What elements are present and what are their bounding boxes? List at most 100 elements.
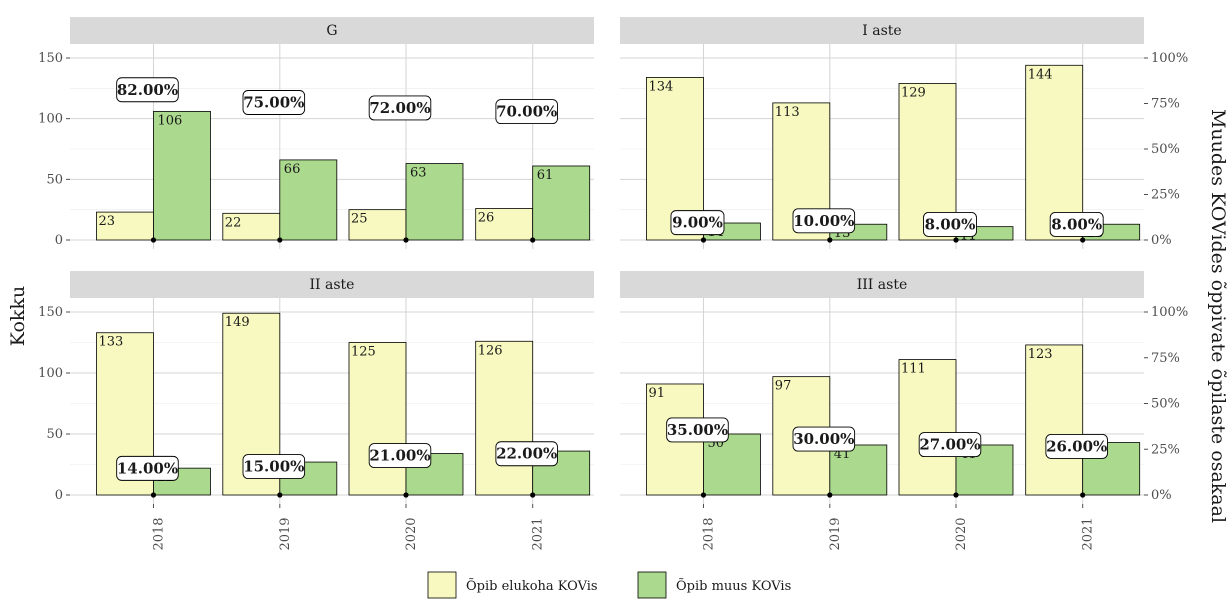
- share-point: [277, 492, 283, 498]
- bar-muus: [279, 159, 338, 241]
- share-label: 10.00%: [793, 212, 854, 230]
- facet-title: III aste: [857, 277, 907, 293]
- share-point: [953, 492, 959, 498]
- y-tick-label: 0: [55, 233, 63, 248]
- y-tick-label: 0: [55, 488, 63, 503]
- bar-value-label: 91: [648, 386, 665, 401]
- secondary-y-axis-title: Muudes KOVides õppivate õpilaste osakaal: [1207, 109, 1229, 523]
- share-label: 27.00%: [919, 436, 980, 454]
- x-tick-label: 2018: [151, 517, 166, 550]
- legend-label: Õpib muus KOVis: [676, 578, 791, 594]
- y2-tick-label: 75%: [1151, 97, 1180, 112]
- share-point: [827, 492, 833, 498]
- share-label-box: [495, 99, 558, 125]
- share-label: 26.00%: [1046, 437, 1107, 455]
- bar-value-label: 66: [284, 162, 301, 177]
- share-label: 8.00%: [925, 215, 976, 233]
- legend-label: Õpib elukoha KOVis: [466, 578, 598, 594]
- facet-panel: III aste0%25%50%75%100%915035.00%974130.…: [620, 271, 1188, 551]
- bar-value-label: 26: [478, 210, 495, 225]
- facet-title: G: [326, 23, 337, 39]
- share-label-box: [368, 443, 432, 469]
- bar-muus: [405, 163, 464, 241]
- facet-strip: [620, 271, 1144, 298]
- x-tick-label: 2019: [278, 517, 293, 550]
- y-tick-label: 50: [46, 172, 63, 187]
- y2-tick-label: 50%: [1151, 142, 1180, 157]
- panels: G 0 50 100 150 23 106 82.00% 22 66 75.00% 25 63 72.00…: [38, 17, 1188, 551]
- y2-tick-label: 0%: [1151, 488, 1172, 503]
- y-tick-label: 100: [38, 366, 63, 381]
- share-label: 72.00%: [369, 99, 430, 117]
- share-label: 21.00%: [369, 447, 430, 465]
- bar-value-label: 125: [351, 345, 376, 360]
- share-point: [530, 237, 536, 243]
- bar-value-label: 144: [1028, 67, 1053, 82]
- y2-tick-label: 100%: [1151, 305, 1188, 320]
- share-label: 82.00%: [117, 81, 178, 99]
- bar-value-label: 149: [225, 315, 250, 330]
- bar-elukoha: [1025, 64, 1084, 241]
- share-label-box: [923, 211, 977, 237]
- share-label: 22.00%: [496, 445, 557, 463]
- bar-value-label: 129: [901, 85, 926, 100]
- facet-strip: [70, 271, 594, 298]
- x-tick-label: 2020: [404, 517, 419, 550]
- bar-value-label: 126: [478, 343, 503, 358]
- bar-muus: [153, 110, 211, 241]
- legend-swatch: [637, 571, 667, 599]
- x-tick-label: 2020: [954, 517, 969, 550]
- share-label-box: [242, 454, 306, 479]
- facet-strip: [620, 17, 1144, 44]
- share-point: [1080, 237, 1086, 243]
- facet-strip: [70, 17, 594, 44]
- share-label-box: [918, 432, 982, 458]
- bar-elukoha: [898, 359, 957, 496]
- bar-elukoha: [475, 340, 534, 496]
- share-label-box: [116, 455, 179, 481]
- share-point: [277, 237, 283, 243]
- bar-muus: [829, 444, 888, 496]
- x-tick-label: 2019: [828, 517, 843, 550]
- share-label-box: [792, 208, 856, 234]
- share-label: 30.00%: [793, 430, 854, 448]
- y2-tick-label: 0%: [1151, 233, 1172, 248]
- share-label: 14.00%: [117, 459, 178, 477]
- bar-muus: [532, 165, 591, 241]
- bar-value-label: 106: [157, 113, 182, 128]
- share-point: [700, 492, 707, 498]
- facet-panel: G 0 50 100 150 23 106 82.00% 22 66 75.00% 25 63 72.00…: [38, 17, 594, 249]
- bar-value-label: 123: [1028, 347, 1053, 362]
- facet-panel: I aste0%25%50%75%100%134149.00%1131310.0…: [620, 17, 1188, 249]
- share-point: [827, 237, 833, 243]
- y-axis-title: Kokku: [7, 286, 29, 346]
- bar-value-label: 22: [225, 215, 242, 230]
- x-tick-label: 2021: [1081, 517, 1096, 550]
- share-point: [403, 492, 409, 498]
- share-point: [403, 237, 409, 243]
- share-point: [530, 492, 536, 498]
- y-tick-label: 150: [38, 305, 63, 320]
- share-label-box: [670, 210, 725, 236]
- facet-panel: II aste0501001501332214.00%1492715.00%12…: [38, 271, 594, 551]
- y2-tick-label: 50%: [1151, 397, 1180, 412]
- bar-elukoha: [348, 209, 407, 241]
- bar-muus: [703, 433, 761, 496]
- share-label: 9.00%: [672, 214, 723, 232]
- share-label-box: [666, 417, 729, 443]
- share-label: 15.00%: [243, 458, 304, 476]
- share-label: 70.00%: [496, 103, 557, 121]
- x-tick-label: 2018: [701, 517, 716, 550]
- share-point: [700, 237, 707, 243]
- bar-value-label: 25: [351, 212, 368, 227]
- share-label: 75.00%: [243, 94, 304, 112]
- facet-title: I aste: [862, 23, 901, 39]
- share-point: [1080, 492, 1086, 498]
- bar-value-label: 97: [775, 379, 792, 394]
- share-label-box: [495, 441, 558, 467]
- bar-value-label: 63: [410, 166, 427, 181]
- bar-value-label: 134: [648, 79, 673, 94]
- share-label-box: [1049, 211, 1104, 237]
- y2-tick-label: 25%: [1151, 442, 1180, 457]
